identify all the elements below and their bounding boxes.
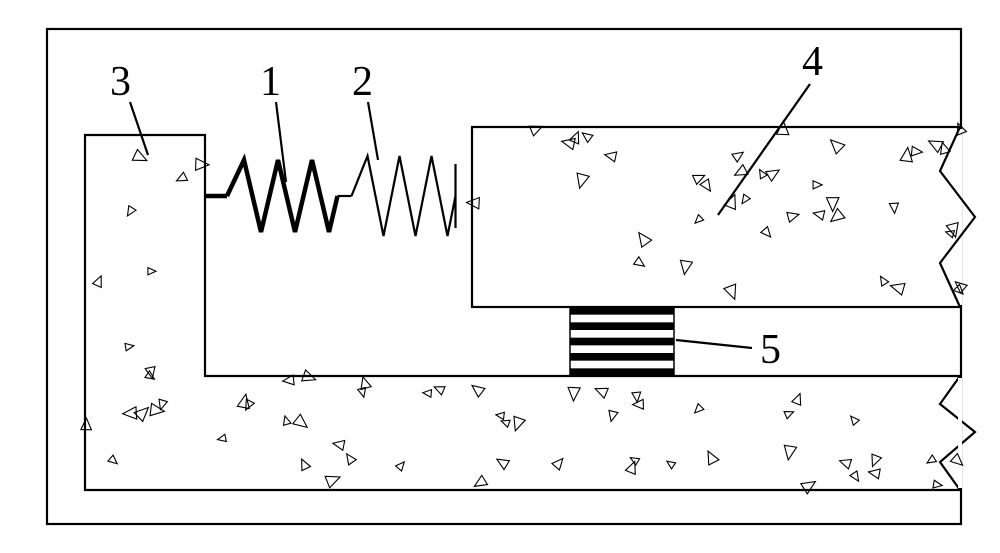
bearing-stripe [570,322,674,330]
leader-l5 [676,340,752,348]
bearing-stripe [570,368,674,376]
spring-thin-icon [352,156,456,236]
label-l1: 1 [260,58,281,106]
label-l5: 5 [760,326,781,374]
label-l2: 2 [352,58,373,106]
spring-thick-icon [227,160,338,232]
beam [472,127,975,307]
bearing-stripe [570,338,674,346]
bearing-stripe [570,353,674,361]
label-l3: 3 [110,58,131,106]
spring-assembly [205,156,456,236]
bearing-stripe [570,307,674,315]
bearing [570,307,674,376]
label-l4: 4 [802,38,823,86]
leader-l2 [368,102,378,160]
diagram-svg [0,0,1000,553]
diagram-stage: 1 2 3 4 5 [0,0,1000,553]
